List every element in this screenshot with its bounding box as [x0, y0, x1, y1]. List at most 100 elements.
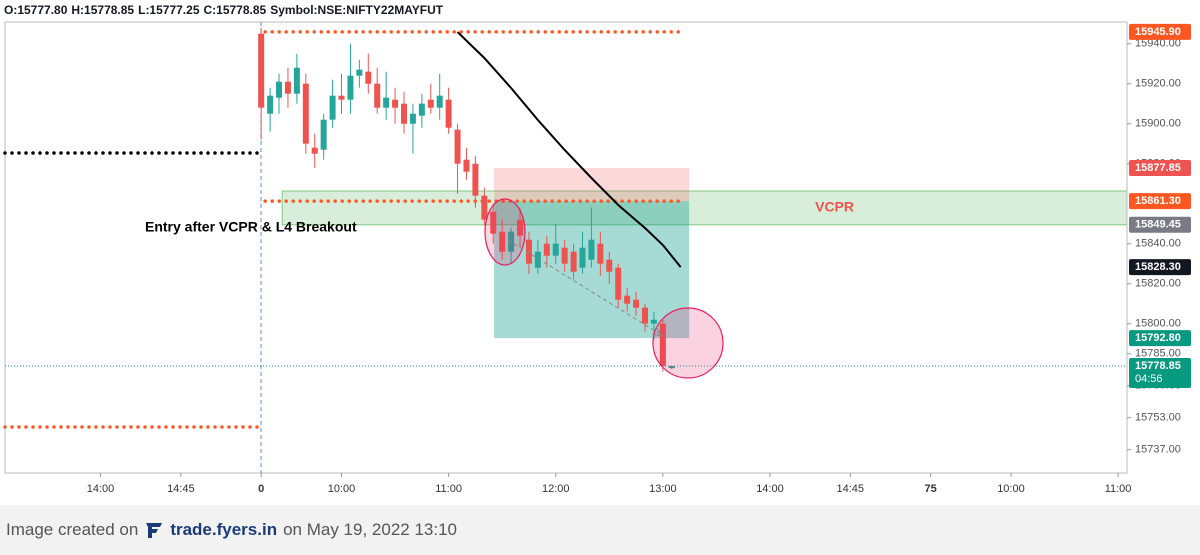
candle-body	[293, 67, 300, 94]
candle-body	[588, 239, 595, 260]
candle-body	[490, 211, 497, 234]
countdown-label: 04:56	[1135, 373, 1163, 385]
position-box	[494, 168, 690, 202]
price-badge-label: 15945.90	[1135, 26, 1181, 38]
chart: O:15777.80 H:15778.85 L:15777.25 C:15778.85…	[3, 3, 1191, 495]
x-tick-label: 13:00	[649, 483, 677, 495]
current-price-badge	[1129, 358, 1191, 388]
price-badge-label: 15828.30	[1135, 261, 1181, 273]
y-tick-label: 15800.00	[1135, 318, 1181, 330]
logo	[146, 523, 163, 538]
candle-body	[552, 243, 559, 256]
y-tick-label: 15820.00	[1135, 278, 1181, 290]
header-item: H:15778.85	[71, 3, 134, 17]
candle-body	[436, 95, 443, 108]
x-tick-label: 75	[925, 483, 937, 495]
candle-body	[525, 239, 532, 264]
price-badge-label: 15861.30	[1135, 195, 1181, 207]
projection-arrow	[507, 239, 661, 335]
candle-body	[641, 307, 648, 324]
candle-body	[356, 69, 363, 76]
candle-body	[267, 95, 274, 114]
candle-body	[311, 147, 318, 154]
candle-body	[543, 243, 550, 256]
header-item: C:15778.85	[204, 3, 267, 17]
candle-body	[302, 83, 309, 144]
price-badge-label: 15792.80	[1135, 332, 1181, 344]
header-item: Symbol:NSE:NIFTY22MAYFUT	[270, 3, 444, 17]
price-badge	[1129, 216, 1191, 233]
highlight-ellipse	[484, 198, 526, 266]
candle-body	[570, 251, 577, 272]
candle-body	[633, 299, 640, 308]
candle-body	[347, 75, 354, 100]
footer-prefix: Image created on	[6, 520, 139, 539]
zone-label: VCPR	[815, 199, 854, 215]
price-badge	[1129, 330, 1191, 347]
candle-body	[561, 247, 568, 264]
candle-body	[418, 103, 425, 116]
candle-body	[329, 95, 336, 120]
footer: Image created on trade.fyers.in on May 1…	[0, 505, 1200, 555]
candle-body	[445, 99, 452, 128]
zone	[281, 190, 1128, 226]
candle-body	[597, 243, 604, 264]
x-tick-label: 12:00	[542, 483, 570, 495]
plot-layers: VCPR15940.0015920.0015900.0015880.001584…	[3, 22, 1191, 495]
candle-body	[606, 259, 613, 272]
moving-average	[456, 31, 682, 268]
candle-body	[374, 83, 381, 108]
candle-body	[517, 219, 524, 236]
price-badge	[1129, 193, 1191, 210]
price-badge-label: 15877.85	[1135, 162, 1181, 174]
x-tick-label: 14:45	[837, 483, 865, 495]
candle-body	[258, 33, 265, 108]
candle-body	[365, 71, 372, 84]
candle-body	[463, 159, 470, 172]
annotation: Entry after VCPR & L4 Breakout	[145, 219, 357, 235]
candle-body	[284, 81, 291, 94]
candle-body	[409, 113, 416, 124]
candle-body	[276, 81, 283, 98]
price-badge-label: 15849.45	[1135, 219, 1181, 231]
x-tick-label: 0	[258, 483, 264, 495]
x-tick-label: 11:00	[1105, 483, 1132, 495]
candle-body	[534, 251, 541, 268]
candle-body	[472, 163, 479, 196]
candle-body	[427, 99, 434, 108]
candle-body	[454, 129, 461, 164]
candle-body	[338, 95, 345, 100]
candle-body	[383, 97, 390, 108]
y-tick-label: 15753.00	[1135, 412, 1181, 424]
footer-suffix: on May 19, 2022 13:10	[283, 520, 457, 539]
highlight-circle	[652, 307, 724, 379]
candle-body	[392, 99, 399, 108]
y-tick-label: 15940.00	[1135, 38, 1181, 50]
candle-body	[659, 323, 666, 366]
header-item: O:15777.80	[4, 3, 68, 17]
y-tick-label: 15920.00	[1135, 78, 1181, 90]
y-tick-label: 15785.00	[1135, 348, 1181, 360]
y-tick-label: 15840.00	[1135, 238, 1181, 250]
price-badge	[1129, 259, 1191, 276]
x-tick-label: 10:00	[997, 483, 1025, 495]
y-tick-label: 15900.00	[1135, 118, 1181, 130]
x-tick-label: 14:45	[167, 483, 195, 495]
x-tick-label: 11:00	[435, 483, 462, 495]
candle-body	[579, 247, 586, 268]
current-price-label: 15778.85	[1135, 360, 1181, 372]
x-tick-label: 10:00	[328, 483, 356, 495]
candle-body	[615, 267, 622, 300]
footer-site: trade.fyers.in	[170, 520, 278, 539]
candle-body	[499, 231, 506, 252]
ohlc-header: O:15777.80 H:15778.85 L:15777.25 C:15778.85…	[4, 3, 444, 17]
x-tick-label: 14:00	[87, 483, 115, 495]
arrow-head	[651, 326, 664, 337]
header-item: L:15777.25	[138, 3, 200, 17]
candle-body	[400, 103, 407, 124]
y-tick-label: 15737.00	[1135, 444, 1181, 456]
price-badge	[1129, 160, 1191, 176]
candle-body	[320, 119, 327, 150]
price-badge	[1129, 23, 1191, 40]
